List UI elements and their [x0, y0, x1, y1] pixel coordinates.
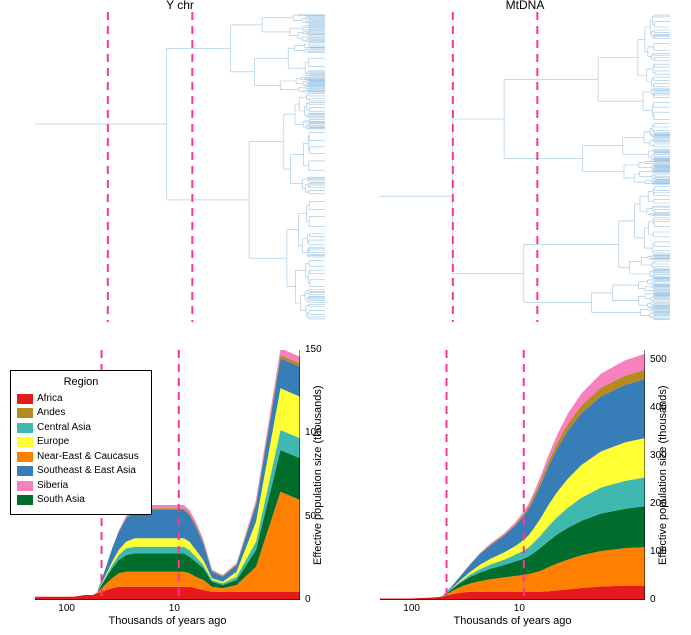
y-tick-label: 0 [650, 594, 656, 605]
title-right: MtDNA [380, 0, 670, 12]
legend-swatch [17, 481, 33, 491]
legend-swatch [17, 423, 33, 433]
legend-row: Southeast & East Asia [17, 464, 145, 478]
legend-label: Andes [37, 406, 65, 420]
x-tick-label: 10 [169, 603, 180, 614]
legend-row: Europe [17, 435, 145, 449]
y-tick-label: 0 [305, 594, 311, 605]
legend-row: Near-East & Caucasus [17, 450, 145, 464]
legend-swatch [17, 452, 33, 462]
legend-label: Central Asia [37, 421, 91, 435]
stacked-area-right [380, 350, 645, 600]
y-tick-label: 50 [305, 511, 316, 522]
legend-swatch [17, 466, 33, 476]
legend-swatch [17, 495, 33, 505]
legend-label: Southeast & East Asia [37, 464, 136, 478]
legend-swatch [17, 394, 33, 404]
y-tick-label: 500 [650, 354, 667, 365]
legend-label: Siberia [37, 479, 68, 493]
legend-swatch [17, 408, 33, 418]
y-tick-label: 200 [650, 498, 667, 509]
y-axis-label-left: Effective population size (thousands) [312, 350, 324, 600]
legend-title: Region [17, 375, 145, 390]
legend-row: Africa [17, 392, 145, 406]
phylo-tree-right [380, 12, 670, 322]
legend-label: Africa [37, 392, 63, 406]
legend-row: Andes [17, 406, 145, 420]
y-tick-label: 100 [650, 546, 667, 557]
x-axis-label-right: Thousands of years ago [380, 615, 645, 627]
region-legend: Region AfricaAndesCentral AsiaEuropeNear… [10, 370, 152, 515]
legend-label: South Asia [37, 493, 85, 507]
title-left: Y chr [35, 0, 325, 12]
x-tick-label: 10 [514, 603, 525, 614]
x-tick-label: 100 [58, 603, 75, 614]
y-tick-label: 100 [305, 427, 322, 438]
legend-row: South Asia [17, 493, 145, 507]
legend-label: Near-East & Caucasus [37, 450, 139, 464]
figure-root: Y chr MtDNA Effective population size (t… [0, 0, 691, 635]
y-tick-label: 300 [650, 450, 667, 461]
legend-row: Siberia [17, 479, 145, 493]
legend-label: Europe [37, 435, 69, 449]
legend-swatch [17, 437, 33, 447]
y-tick-label: 400 [650, 402, 667, 413]
x-tick-label: 100 [403, 603, 420, 614]
y-tick-label: 150 [305, 344, 322, 355]
phylo-tree-left [35, 12, 325, 322]
x-axis-label-left: Thousands of years ago [35, 615, 300, 627]
y-axis-label-right: Effective population size (thousands) [657, 350, 669, 600]
legend-row: Central Asia [17, 421, 145, 435]
